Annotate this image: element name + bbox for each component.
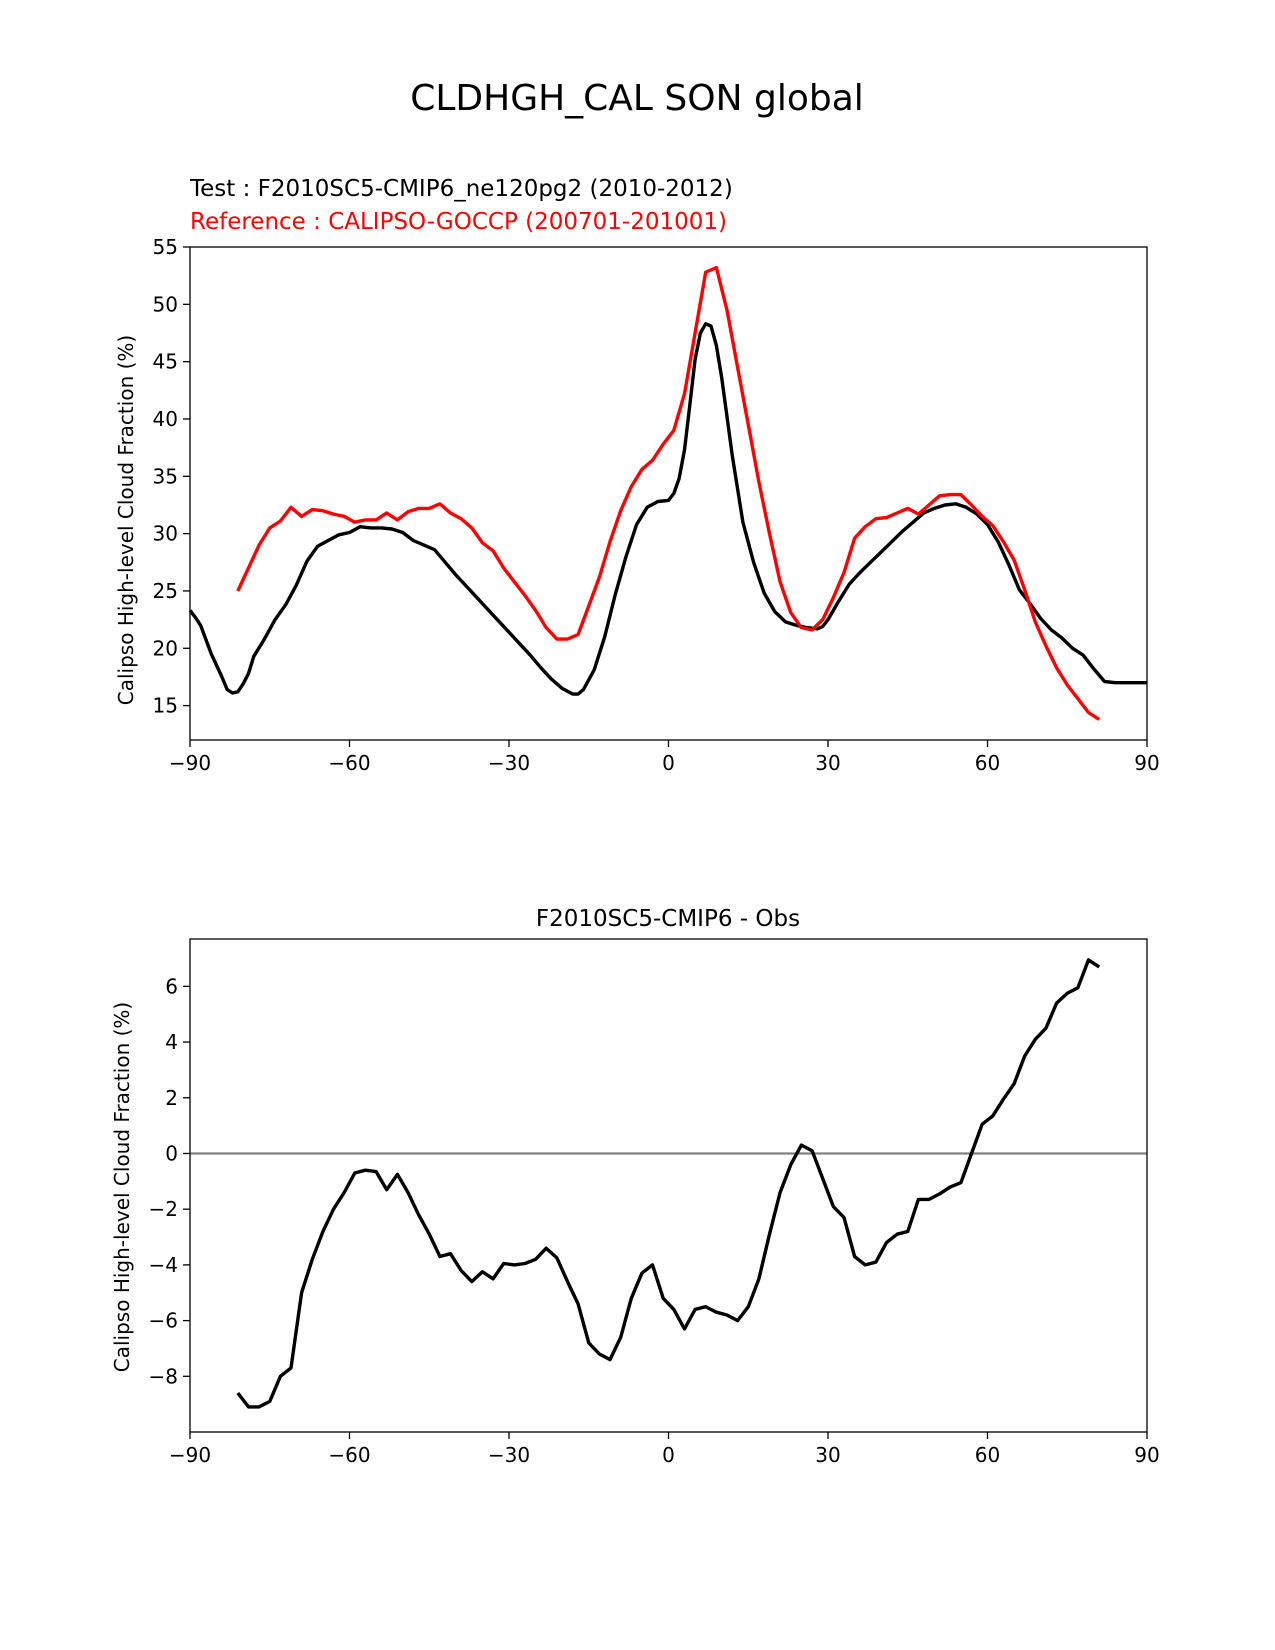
top-series-reference	[236, 265, 1101, 721]
bottom-series-test-obs	[236, 958, 1101, 1409]
top-plot-frame	[189, 246, 1148, 741]
top-x-tick-label: 60	[975, 751, 1000, 775]
top-x-tick-label: −60	[328, 751, 370, 775]
bottom-x-tick-label: 90	[1134, 1443, 1159, 1467]
top-y-tick-label: 20	[153, 636, 178, 660]
bottom-y-tick-label: 4	[165, 1030, 178, 1054]
bottom-x-tick-label: −60	[328, 1443, 370, 1467]
top-ticks: −90 −60 −30 0 30 60 90 15 20 25 30 35 40 45 50 55	[153, 235, 1160, 775]
bottom-x-tick-label: −30	[488, 1443, 530, 1467]
top-y-tick-label: 40	[153, 407, 178, 431]
top-x-tick-label: 30	[815, 751, 840, 775]
bottom-y-tick-label: −6	[149, 1309, 178, 1333]
bottom-y-tick-label: −4	[149, 1253, 178, 1277]
bottom-x-tick-label: −90	[169, 1443, 211, 1467]
bottom-y-tick-label: 6	[165, 974, 178, 998]
top-y-tick-label: 35	[153, 464, 178, 488]
top-panel: Test : F2010SC5-CMIP6_ne120pg2 (2010-201…	[114, 176, 1160, 775]
top-x-tick-label: 0	[662, 751, 675, 775]
bottom-series	[190, 958, 1147, 1409]
top-y-tick-label: 45	[153, 350, 178, 374]
top-y-tick-label: 25	[153, 579, 178, 603]
top-y-tick-label: 50	[153, 292, 178, 316]
bottom-y-tick-label: −2	[149, 1197, 178, 1221]
top-y-tick-label: 15	[153, 694, 178, 718]
bottom-y-tick-label: 2	[165, 1086, 178, 1110]
bottom-x-tick-label: 0	[662, 1443, 675, 1467]
bottom-ticks: −90 −60 −30 0 30 60 90 −8 −6 −4 −2 0 2 4 6	[149, 974, 1160, 1467]
top-series	[188, 265, 1147, 721]
page-title: CLDHGH_CAL SON global	[410, 78, 864, 119]
top-y-tick-label: 30	[153, 522, 178, 546]
bottom-y-tick-label: 0	[165, 1141, 178, 1165]
bottom-panel: F2010SC5-CMIP6 - Obs Calipso High-level …	[110, 906, 1160, 1467]
bottom-title: F2010SC5-CMIP6 - Obs	[536, 906, 800, 932]
bottom-y-axis-label: Calipso High-level Cloud Fraction (%)	[110, 1002, 134, 1372]
top-y-tick-label: 55	[153, 235, 178, 259]
bottom-x-tick-label: 60	[975, 1443, 1000, 1467]
bottom-plot-frame	[189, 938, 1148, 1433]
bottom-y-tick-label: −8	[149, 1364, 178, 1388]
top-x-tick-label: −90	[169, 751, 211, 775]
top-series-test	[188, 322, 1147, 696]
top-reference-label: Reference : CALIPSO-GOCCP (200701-201001…	[190, 209, 727, 235]
top-y-axis-label: Calipso High-level Cloud Fraction (%)	[114, 335, 138, 705]
top-x-tick-label: 90	[1134, 751, 1159, 775]
top-test-label: Test : F2010SC5-CMIP6_ne120pg2 (2010-201…	[189, 176, 733, 202]
top-x-tick-label: −30	[488, 751, 530, 775]
bottom-x-tick-label: 30	[815, 1443, 840, 1467]
